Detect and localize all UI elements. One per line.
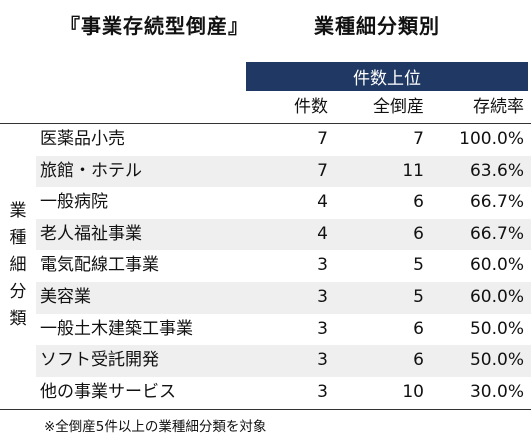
row-name: 電気配線工事業: [40, 255, 159, 276]
row-rate: 60.0%: [469, 286, 524, 307]
footnote: ※全倒産5件以上の業種細分類を対象: [44, 419, 267, 435]
table-row: ソフト受託開発 3 6 50.0%: [36, 345, 531, 377]
row-name: 美容業: [40, 286, 91, 307]
row-total: 6: [413, 318, 424, 339]
row-total: 11: [402, 160, 424, 181]
row-total: 6: [413, 192, 424, 213]
table-row: 一般土木建築工事業 3 6 50.0%: [36, 314, 531, 346]
row-rate: 50.0%: [469, 318, 524, 339]
row-count: 3: [317, 318, 328, 339]
page-title: 『事業存続型倒産』 業種細分類別: [0, 4, 531, 42]
row-total: 5: [413, 286, 424, 307]
row-count: 4: [317, 223, 328, 244]
row-count: 7: [317, 129, 328, 149]
table-row: 美容業 3 5 60.0%: [36, 281, 531, 314]
side-label-char: 細: [9, 255, 27, 275]
row-count: 3: [317, 286, 328, 307]
group-header: 件数上位: [246, 62, 528, 91]
side-label-char: 業: [9, 201, 27, 221]
row-rate: 50.0%: [469, 350, 524, 371]
column-header-rate: 存続率: [473, 97, 524, 117]
row-count: 3: [317, 350, 328, 371]
row-count: 3: [317, 381, 328, 402]
table-body: 医薬品小売 7 7 100.0% 旅館・ホテル 7 11 63.6% 一般病院 …: [36, 124, 531, 408]
row-name: 一般土木建築工事業: [40, 318, 193, 339]
row-rate: 66.7%: [469, 192, 524, 213]
row-rate: 63.6%: [469, 160, 524, 181]
row-total: 7: [413, 129, 424, 149]
table-row: 他の事業サービス 3 10 30.0%: [36, 377, 531, 409]
column-header-total: 全倒産: [373, 97, 424, 117]
row-total: 5: [413, 255, 424, 276]
row-total: 6: [413, 223, 424, 244]
row-name: ソフト受託開発: [40, 350, 159, 371]
row-name: 他の事業サービス: [40, 381, 176, 402]
side-label: 業 種 細 分 類: [6, 198, 30, 333]
row-total: 10: [402, 381, 424, 402]
row-total: 6: [413, 350, 424, 371]
table-top-rule: [0, 123, 531, 124]
row-count: 4: [317, 192, 328, 213]
side-label-char: 種: [9, 228, 27, 248]
table-row: 旅館・ホテル 7 11 63.6%: [36, 155, 531, 188]
table-row: 老人福祉事業 4 6 66.7%: [36, 218, 531, 251]
side-label-char: 分: [9, 282, 27, 302]
title-sub: 業種細分類別: [314, 14, 440, 38]
row-rate: 100.0%: [459, 129, 524, 149]
row-count: 7: [317, 160, 328, 181]
table-bottom-rule: [0, 409, 531, 410]
row-name: 旅館・ホテル: [40, 160, 142, 181]
row-count: 3: [317, 255, 328, 276]
table-row: 医薬品小売 7 7 100.0%: [36, 124, 531, 156]
table-row: 電気配線工事業 3 5 60.0%: [36, 250, 531, 282]
row-rate: 66.7%: [469, 223, 524, 244]
side-label-char: 類: [9, 309, 27, 329]
column-header-count: 件数: [294, 97, 328, 117]
table-row: 一般病院 4 6 66.7%: [36, 187, 531, 219]
row-name: 老人福祉事業: [40, 223, 142, 244]
row-rate: 30.0%: [469, 381, 524, 402]
row-name: 医薬品小売: [40, 129, 125, 149]
row-rate: 60.0%: [469, 255, 524, 276]
row-name: 一般病院: [40, 192, 108, 213]
title-main: 『事業存続型倒産』: [60, 14, 249, 38]
